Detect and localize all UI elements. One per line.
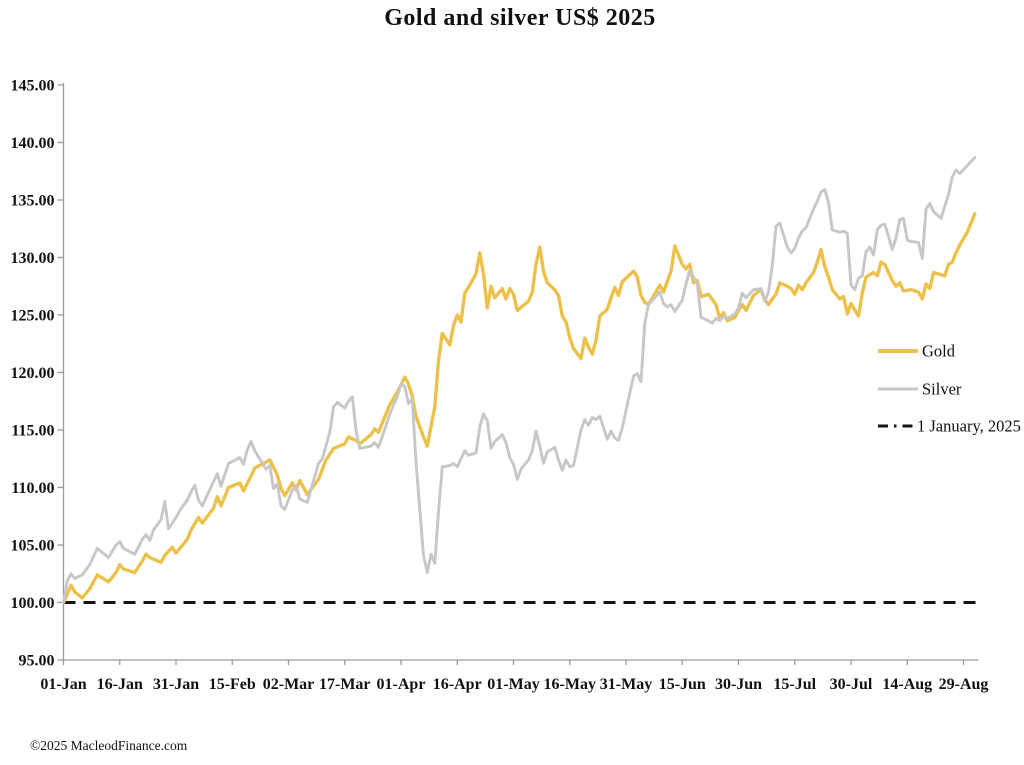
silver-line — [62, 156, 977, 604]
x-tick-label: 14-Aug — [882, 676, 932, 693]
y-tick-label: 135.00 — [11, 193, 55, 210]
x-tick-label: 16-Jan — [97, 676, 143, 693]
axes: 95.00 100.00 105.00 110.00 115.00 120.00 125.0… — [11, 78, 989, 694]
y-tick-label: 105.00 — [11, 538, 55, 555]
legend-label: Silver — [922, 380, 962, 399]
x-tick-label: 01-Jan — [40, 676, 86, 693]
x-tick-label: 16-May — [544, 676, 596, 693]
x-tick-label: 02-Mar — [263, 676, 315, 693]
copyright-text: ©2025 MacleodFinance.com — [30, 738, 188, 753]
x-tick-label: 01-May — [487, 676, 539, 693]
legend: Gold Silver 1 January, 2025 — [878, 342, 1021, 436]
y-tick-label: 110.00 — [11, 480, 54, 497]
x-tick-label: 17-Mar — [319, 676, 371, 693]
y-tick-label: 95.00 — [19, 653, 55, 670]
x-tick-label: 31-May — [600, 676, 652, 693]
x-tick-label: 15-Jun — [659, 676, 706, 693]
y-tick-label: 130.00 — [11, 250, 55, 267]
y-tick-label: 100.00 — [11, 595, 55, 612]
gold-line — [61, 212, 977, 605]
legend-label: 1 January, 2025 — [917, 417, 1021, 436]
data-series — [61, 156, 977, 605]
x-tick-label: 15-Feb — [209, 676, 256, 693]
y-tick-label: 125.00 — [11, 308, 55, 325]
y-tick-label: 120.00 — [11, 365, 55, 382]
x-tick-label: 30-Jun — [715, 676, 762, 693]
x-tick-label: 31-Jan — [153, 676, 199, 693]
y-tick-label: 145.00 — [11, 78, 55, 95]
x-tick-label: 16-Apr — [433, 676, 482, 693]
y-tick-label: 115.00 — [11, 423, 54, 440]
x-tick-label: 30-Jul — [830, 676, 873, 693]
chart-title: Gold and silver US$ 2025 — [384, 5, 656, 31]
x-tick-label: 15-Jul — [773, 676, 816, 693]
x-tick-label: 01-Apr — [377, 676, 426, 693]
x-tick-label: 29-Aug — [939, 676, 989, 693]
legend-label: Gold — [922, 342, 956, 361]
y-tick-label: 140.00 — [11, 135, 55, 152]
